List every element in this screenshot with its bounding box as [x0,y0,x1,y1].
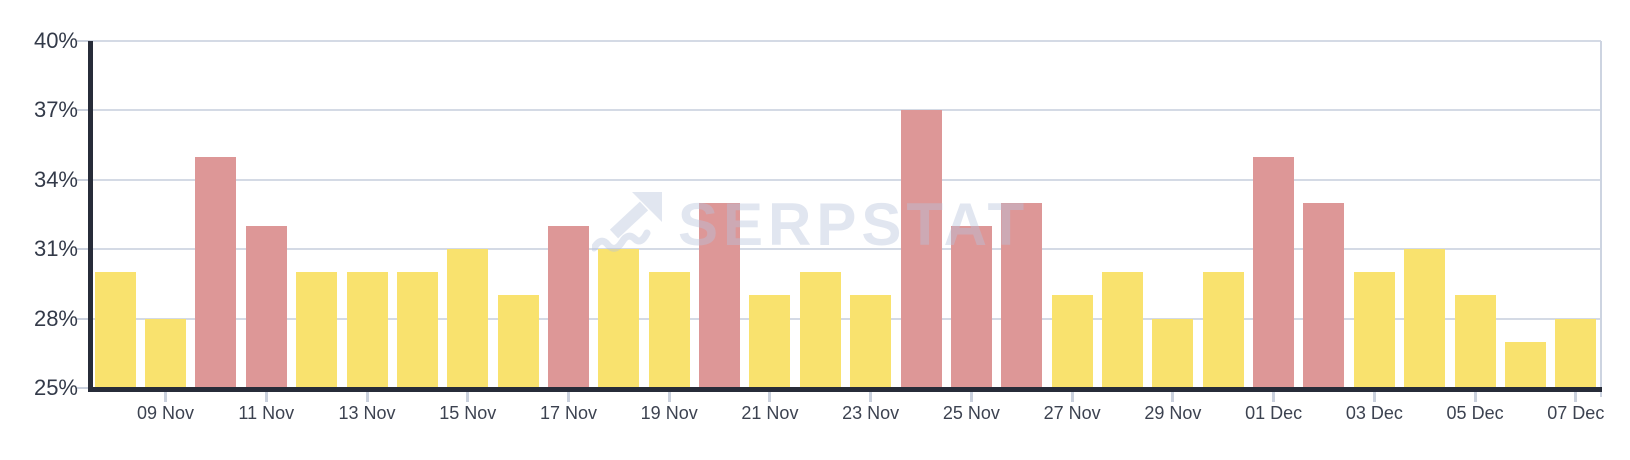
x-axis-tick [1473,392,1477,402]
bar-15-nov[interactable] [447,249,489,388]
plot-right-border [1600,41,1602,397]
x-axis-tick [969,392,973,402]
x-axis-label: 05 Dec [1446,403,1504,423]
x-axis-tick [264,392,268,402]
y-axis-label: 25% [33,375,78,400]
bar-19-nov[interactable] [648,272,690,388]
x-axis-tick [1070,392,1074,402]
x-axis-label: 01 Dec [1245,403,1303,423]
x-axis-label: 29 Nov [1144,403,1202,423]
bar-28-nov[interactable] [1102,272,1144,388]
bar-08-nov[interactable] [94,272,136,388]
bar-10-nov[interactable] [195,156,237,388]
x-axis-label: 21 Nov [741,403,799,423]
x-axis-tick [1372,392,1376,402]
gridline-37 [90,109,1601,112]
x-axis-label: 11 Nov [238,403,295,423]
gridline-28 [90,317,1601,320]
x-axis-tick [466,392,470,402]
bar-13-nov[interactable] [346,272,388,388]
bar-22-nov[interactable] [799,272,841,388]
bar-27-nov[interactable] [1051,295,1093,388]
y-axis-tick [77,387,90,389]
y-axis-label: 40% [33,28,78,53]
x-axis-line [88,387,1602,392]
bar-09-nov[interactable] [145,318,187,388]
y-axis-label: 37% [33,97,78,123]
x-axis-tick [566,392,570,402]
bar-20-nov[interactable] [699,202,741,388]
x-axis-label: 03 Dec [1345,403,1403,423]
bar-26-nov[interactable] [1001,202,1043,388]
bar-11-nov[interactable] [245,226,287,388]
bar-23-nov[interactable] [850,295,892,388]
bar-03-dec[interactable] [1353,272,1395,388]
bar-25-nov[interactable] [950,226,992,388]
bar-24-nov[interactable] [900,110,942,388]
bar-21-nov[interactable] [749,295,791,388]
x-axis-label: 19 Nov [640,403,698,423]
x-axis-label: 23 Nov [842,403,900,423]
y-axis-tick [77,317,90,320]
gridline-34 [90,178,1601,181]
x-axis-tick [667,392,671,402]
y-axis-tick [77,40,90,42]
x-axis-tick [869,392,873,402]
bar-01-dec[interactable] [1253,156,1295,388]
x-axis-label: 07 Dec [1547,403,1605,423]
bar-07-dec[interactable] [1555,318,1597,388]
x-axis-label: 25 Nov [942,403,1000,423]
bar-17-nov[interactable] [547,226,589,388]
x-axis-label: 13 Nov [338,403,396,423]
bar-30-nov[interactable] [1202,272,1244,388]
bar-04-dec[interactable] [1404,249,1446,388]
gridline-40 [90,40,1601,42]
bar-02-dec[interactable] [1303,202,1345,388]
x-axis-tick [1272,392,1276,402]
bar-12-nov[interactable] [296,272,338,388]
y-axis-line [88,41,93,392]
y-axis-tick [77,178,90,181]
y-axis-tick [77,248,90,251]
bar-06-dec[interactable] [1504,341,1546,388]
bar-18-nov[interactable] [598,249,640,388]
y-axis-tick [77,109,90,112]
y-axis-label: 34% [33,166,78,192]
bar-05-dec[interactable] [1454,295,1496,388]
x-axis-tick [1574,392,1578,402]
x-axis-label: 09 Nov [137,403,195,423]
x-axis-tick [768,392,772,402]
bar-29-nov[interactable] [1152,318,1194,388]
gridline-31 [90,248,1601,251]
y-axis-label: 28% [33,305,78,331]
x-axis-tick [1171,392,1175,402]
x-axis-label: 17 Nov [539,403,597,423]
y-axis-label: 31% [33,236,78,262]
x-axis-tick [365,392,369,402]
bar-16-nov[interactable] [497,295,539,388]
x-axis-label: 27 Nov [1043,403,1101,423]
bar-14-nov[interactable] [396,272,438,388]
x-axis-label: 15 Nov [439,403,497,423]
x-axis-tick [164,392,168,402]
